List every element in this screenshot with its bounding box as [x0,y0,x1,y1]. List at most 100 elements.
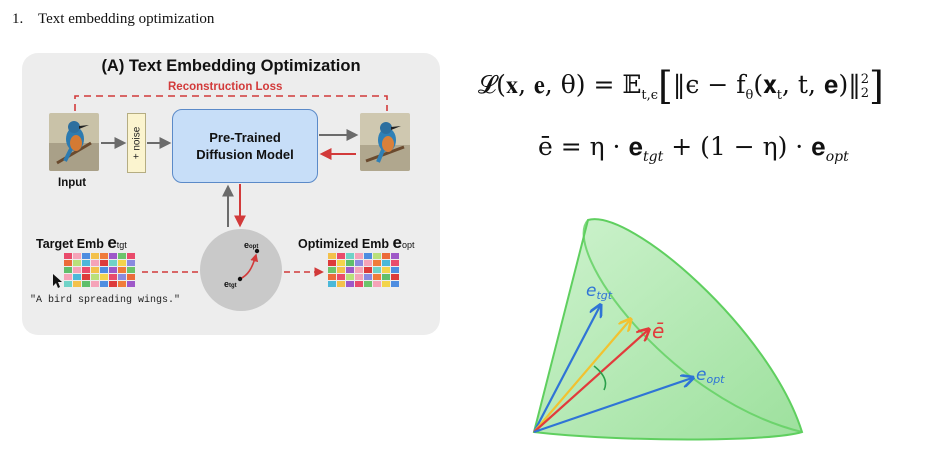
section-heading: 1. Text embedding optimization [12,11,214,28]
mixing-equation: ē = η · 𝐞tgt + (1 − η) · 𝐞opt [538,132,849,165]
embedding-cell [373,260,381,266]
input-label: Input [58,177,87,189]
embedding-cell [391,267,399,273]
embedding-cell [91,260,99,266]
embedding-cell [355,260,363,266]
cone-body [532,218,804,441]
embedding-cell [127,253,135,259]
embedding-cell [118,274,126,280]
embedding-cell [73,274,81,280]
embedding-cell [91,274,99,280]
target-emb-label: Target Emb etgt [36,233,127,252]
embedding-cell [337,267,345,273]
embedding-cell [337,253,345,259]
circle-label-tgt: etgt [224,279,237,289]
model-line-1: Pre-Trained [209,130,281,145]
vector-yellow [533,320,630,433]
loss-equation: 𝓛(𝐱, 𝐞, θ) = 𝔼t,ϵ[‖ϵ − fθ(𝐱t, t, 𝐞)‖ 2 2] [478,64,884,108]
embedding-cell [364,267,372,273]
embedding-cell [100,253,108,259]
embedding-cell [337,281,345,287]
optimization-path [237,248,260,282]
embedding-cell [346,253,354,259]
embedding-cell [127,260,135,266]
noise-box: + noise [127,113,146,173]
embedding-cell [118,267,126,273]
embedding-cell [382,260,390,266]
embedding-cell [100,260,108,266]
embedding-cell [82,253,90,259]
embedding-cell [373,274,381,280]
embedding-cell [346,267,354,273]
embedding-cell [127,274,135,280]
embedding-cell [355,267,363,273]
embedding-cell [355,253,363,259]
embedding-cell [364,274,372,280]
embedding-cell [73,281,81,287]
embedding-cell [109,253,117,259]
embedding-cell [64,274,72,280]
embedding-cell [127,267,135,273]
embedding-cell [64,281,72,287]
embedding-cell [82,267,90,273]
embedding-cell [109,267,117,273]
optimized-embedding-grid [328,253,399,287]
noise-label: + noise [131,126,142,160]
embedding-cell [346,260,354,266]
embedding-cell [328,281,336,287]
embedding-cone-sketch: etgt ē eopt [532,218,804,441]
mouse-cursor-icon [53,274,62,288]
reconstruction-loss-label: Reconstruction Loss [168,81,283,93]
embedding-cell [100,281,108,287]
embedding-cell [64,253,72,259]
embedding-cell [355,274,363,280]
vector-opt [533,378,692,434]
embedding-cell [118,260,126,266]
embedding-cell [91,267,99,273]
embedding-cell [328,253,336,259]
embedding-cell [337,274,345,280]
panel-title: (A) Text Embedding Optimization [101,57,361,75]
embedding-cell [364,281,372,287]
vector-bar [533,330,648,433]
sketch-label-tgt: etgt [586,281,613,302]
embedding-cell [91,281,99,287]
embedding-cell [328,260,336,266]
embedding-cell [355,281,363,287]
embedding-cell [64,267,72,273]
embedding-space-circle: eopt etgt [200,229,282,311]
reconstruction-loss-loop [74,95,388,111]
embedding-cell [328,274,336,280]
embedding-cell [82,260,90,266]
sketch-label-opt: eopt [696,365,725,386]
embedding-cell [127,281,135,287]
section-title: Text embedding optimization [38,11,215,27]
embedding-cell [91,253,99,259]
optimized-emb-label: Optimized Emb eopt [298,233,415,252]
angle-arc [593,365,607,391]
embedding-cell [118,253,126,259]
vector-tgt [533,306,600,433]
embedding-cell [109,281,117,287]
embedding-cell [118,281,126,287]
output-bird-image [360,113,410,171]
embedding-cell [73,260,81,266]
embedding-cell [382,274,390,280]
embedding-cell [382,253,390,259]
embedding-cell [391,253,399,259]
embedding-cell [100,274,108,280]
circle-label-opt: eopt [244,240,259,250]
embedding-cell [382,281,390,287]
target-embedding-grid [64,253,135,287]
embedding-cell [391,281,399,287]
embedding-cell [328,267,336,273]
embedding-cell [82,281,90,287]
embedding-cell [82,274,90,280]
embedding-cell [373,253,381,259]
embedding-cell [109,260,117,266]
right-bracket: ] [868,64,884,108]
embedding-cell [373,281,381,287]
diffusion-model-box: Pre-Trained Diffusion Model [172,109,318,183]
cone-rim [582,219,803,433]
sketch-label-bar: ē [652,319,664,343]
